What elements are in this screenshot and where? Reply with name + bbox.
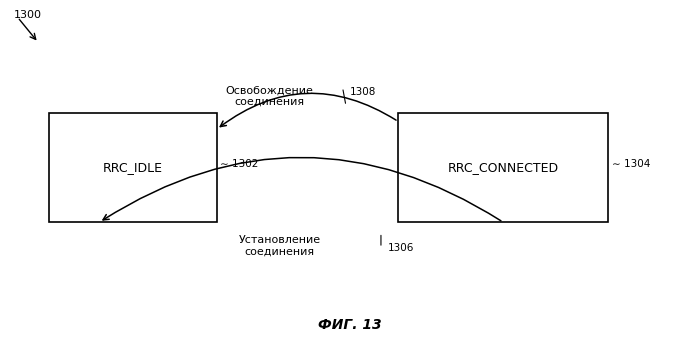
FancyBboxPatch shape (49, 113, 217, 222)
Text: ∼ 1302: ∼ 1302 (220, 159, 259, 169)
Text: ФИГ. 13: ФИГ. 13 (317, 318, 382, 332)
Text: Освобождение
соединения: Освобождение соединения (225, 86, 313, 107)
Text: RRC_IDLE: RRC_IDLE (103, 161, 163, 174)
FancyBboxPatch shape (398, 113, 608, 222)
Text: Установление
соединения: Установление соединения (238, 235, 321, 256)
Text: 1306: 1306 (388, 243, 415, 253)
Text: ∼ 1304: ∼ 1304 (612, 159, 650, 169)
Text: RRC_CONNECTED: RRC_CONNECTED (448, 161, 559, 174)
Text: 1308: 1308 (350, 87, 376, 97)
Text: 1300: 1300 (14, 10, 42, 20)
